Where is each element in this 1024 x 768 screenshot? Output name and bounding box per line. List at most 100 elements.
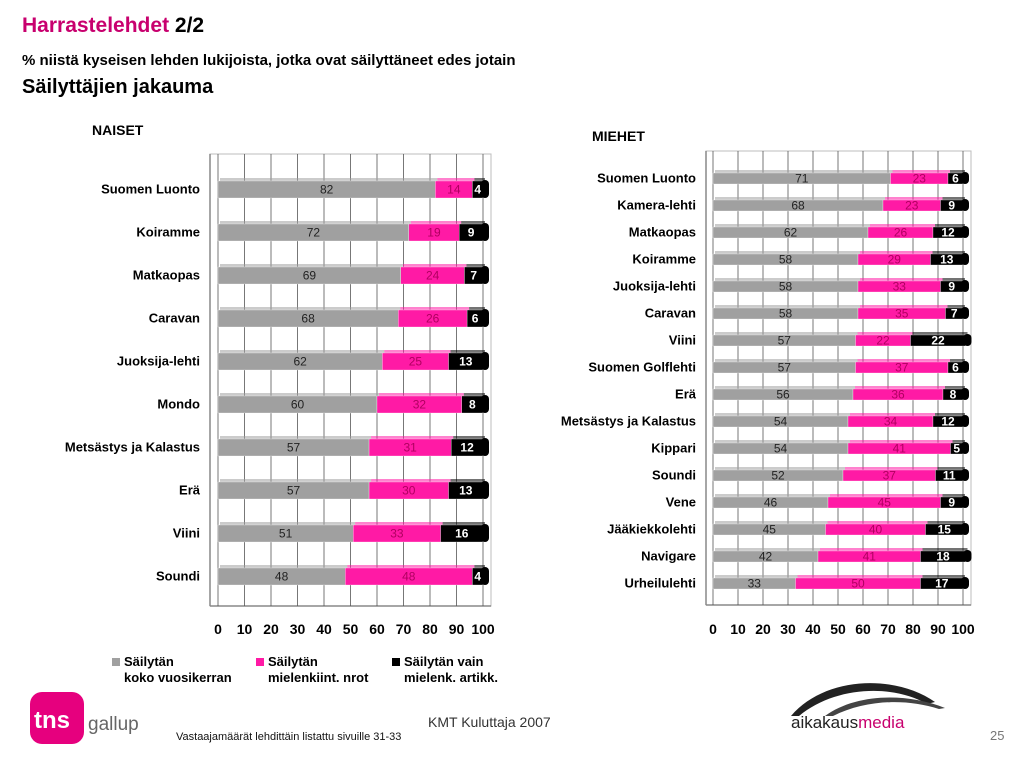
naiset-data-label: 62 xyxy=(293,355,307,369)
miehet-data-label: 12 xyxy=(941,415,955,429)
miehet-bar-top xyxy=(927,521,965,524)
naiset-category-label: Juoksija-lehti xyxy=(117,354,200,369)
naiset-bar-top xyxy=(453,436,485,439)
page-title-number: 2/2 xyxy=(174,14,205,37)
naiset-bar-cap xyxy=(481,309,489,327)
miehet-bar-top xyxy=(715,251,860,254)
naiset-data-label: 48 xyxy=(402,570,416,584)
miehet-data-label: 57 xyxy=(778,361,792,375)
naiset-data-label: 19 xyxy=(427,226,441,240)
miehet-bar-top xyxy=(827,521,928,524)
legend-label-line1: Säilytän vain xyxy=(404,654,484,669)
naiset-data-label: 16 xyxy=(455,527,469,541)
legend-swatch-black xyxy=(392,658,400,666)
miehet-category-label: Navigare xyxy=(641,549,696,564)
miehet-bar-top xyxy=(942,494,965,497)
miehet-data-label: 5 xyxy=(953,442,960,456)
miehet-bar-top xyxy=(715,170,893,173)
naiset-bar-cap xyxy=(481,180,489,198)
miehet-x-tick-label: 50 xyxy=(830,621,846,637)
naiset-data-label: 60 xyxy=(291,398,305,412)
miehet-data-label: 33 xyxy=(893,280,907,294)
miehet-x-tick-label: 90 xyxy=(930,621,946,637)
naiset-bar-top xyxy=(347,565,475,568)
naiset-x-tick-label: 30 xyxy=(290,621,306,637)
miehet-data-label: 36 xyxy=(891,388,905,402)
miehet-bar-top xyxy=(860,278,943,281)
miehet-bar-cap xyxy=(961,172,969,184)
legend: Säilytän koko vuosikerran Säilytän mielenk… xyxy=(112,654,532,694)
miehet-bar-top xyxy=(857,332,913,335)
page-subtitle: % niistä kyseisen lehden lukijoista, jot… xyxy=(22,52,516,69)
miehet-bar-top xyxy=(885,197,943,200)
naiset-bar-top xyxy=(461,221,485,224)
miehet-bar-top xyxy=(922,575,965,578)
naiset-data-label: 13 xyxy=(459,484,473,498)
miehet-bar-top xyxy=(912,332,968,335)
naiset-data-label: 51 xyxy=(279,527,293,541)
naiset-x-tick-label: 80 xyxy=(422,621,438,637)
naiset-bar-top xyxy=(384,350,451,353)
naiset-bar-top xyxy=(410,221,462,224)
miehet-data-label: 33 xyxy=(748,577,762,591)
naiset-bar-top xyxy=(220,436,372,439)
miehet-bar-cap xyxy=(961,361,969,373)
miehet-bar-top xyxy=(945,386,965,389)
miehet-data-label: 9 xyxy=(948,280,955,294)
naiset-bar-cap xyxy=(481,223,489,241)
miehet-category-label: Suomen Golflehti xyxy=(588,360,696,375)
naiset-bar-top xyxy=(437,178,475,181)
naiset-bar-top xyxy=(442,522,485,525)
naiset-category-label: Matkaopas xyxy=(133,268,200,283)
miehet-bar-top xyxy=(942,197,965,200)
miehet-data-label: 56 xyxy=(776,388,790,402)
miehet-data-label: 54 xyxy=(774,415,788,429)
miehet-bar-top xyxy=(860,251,933,254)
naiset-bar-top xyxy=(220,393,379,396)
miehet-category-label: Urheilulehti xyxy=(624,576,696,591)
miehet-data-label: 40 xyxy=(869,523,883,537)
miehet-bar-top xyxy=(860,305,948,308)
naiset-data-label: 9 xyxy=(468,226,475,240)
naiset-data-label: 57 xyxy=(287,441,301,455)
naiset-data-label: 24 xyxy=(426,269,440,283)
footer-note: Vastaajamäärät lehdittäin listattu sivui… xyxy=(176,731,402,743)
miehet-category-label: Caravan xyxy=(645,306,696,321)
miehet-category-label: Metsästys ja Kalastus xyxy=(561,414,696,429)
miehet-bar-top xyxy=(932,251,965,254)
miehet-bar-top xyxy=(715,359,858,362)
miehet-bar-top xyxy=(715,224,870,227)
miehet-bar-top xyxy=(715,386,855,389)
miehet-data-label: 71 xyxy=(795,172,809,186)
naiset-bar-top xyxy=(474,565,485,568)
miehet-bar-top xyxy=(715,440,850,443)
naiset-bar-top xyxy=(220,350,385,353)
miehet-bar-top xyxy=(935,413,965,416)
chart-title-miehet: MIEHET xyxy=(592,128,645,144)
legend-label-line1: Säilytän xyxy=(124,654,174,669)
naiset-bar-top xyxy=(379,393,464,396)
naiset-bar-top xyxy=(469,307,485,310)
naiset-data-label: 6 xyxy=(472,312,479,326)
miehet-data-label: 22 xyxy=(876,334,890,348)
miehet-data-label: 8 xyxy=(950,388,957,402)
miehet-bar-cap xyxy=(961,442,969,454)
naiset-bar-top xyxy=(450,350,485,353)
naiset-data-label: 25 xyxy=(409,355,423,369)
miehet-bar-top xyxy=(715,467,845,470)
naiset-data-label: 31 xyxy=(403,441,417,455)
miehet-data-label: 54 xyxy=(774,442,788,456)
naiset-bar-top xyxy=(450,479,485,482)
naiset-x-tick-label: 90 xyxy=(449,621,465,637)
naiset-data-label: 7 xyxy=(470,269,477,283)
naiset-data-label: 33 xyxy=(390,527,404,541)
miehet-category-label: Kippari xyxy=(651,441,696,456)
miehet-data-label: 17 xyxy=(935,577,949,591)
naiset-bar-top xyxy=(400,307,470,310)
miehet-data-label: 34 xyxy=(884,415,898,429)
naiset-bar-cap xyxy=(481,567,489,585)
naiset-bar-cap xyxy=(481,438,489,456)
naiset-bar-top xyxy=(463,393,485,396)
miehet-data-label: 9 xyxy=(948,199,955,213)
naiset-data-label: 68 xyxy=(301,312,315,326)
